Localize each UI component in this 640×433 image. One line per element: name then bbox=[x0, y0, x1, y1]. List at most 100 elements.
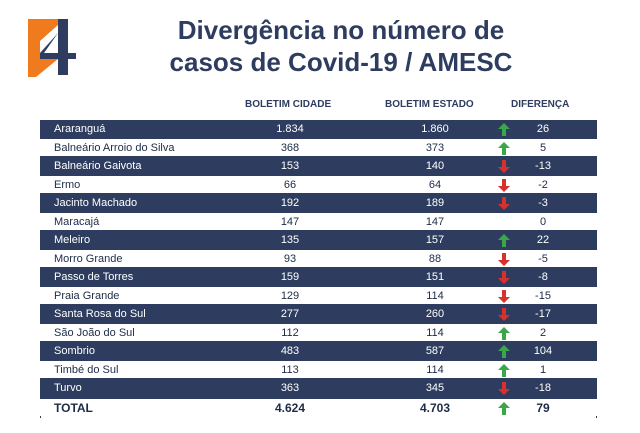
municipality-name: Balneário Arroio do Silva bbox=[54, 141, 175, 154]
arrow-down-icon bbox=[498, 197, 510, 210]
municipality-name: Praia Grande bbox=[54, 289, 120, 302]
diferenca-value: -15 bbox=[535, 289, 551, 302]
boletim-estado-value: 587 bbox=[425, 345, 445, 357]
header-diferenca: DIFERENÇA bbox=[511, 99, 570, 110]
boletim-cidade-value: 159 bbox=[280, 271, 300, 283]
municipality-name: Araranguá bbox=[54, 123, 106, 135]
table-row: Balneário Arroio do Silva 368 373 5 bbox=[40, 138, 597, 157]
diferenca-value: 2 bbox=[539, 326, 547, 339]
title-line-2: casos de Covid-19 / AMESC bbox=[169, 47, 513, 77]
table-row: Passo de Torres 159 151 -8 bbox=[40, 268, 597, 287]
table-row: Praia Grande 129 114 -15 bbox=[40, 286, 597, 305]
boletim-estado-value: 64 bbox=[428, 178, 442, 191]
boletim-cidade-value: 153 bbox=[280, 160, 300, 172]
municipality-name: Balneário Gaivota bbox=[54, 160, 142, 172]
boletim-cidade-value: 147 bbox=[280, 215, 300, 228]
boletim-estado-value: 1.860 bbox=[421, 123, 449, 135]
municipality-name: Santa Rosa do Sul bbox=[54, 308, 146, 320]
boletim-estado-value: 260 bbox=[425, 308, 445, 320]
brand-logo bbox=[28, 19, 80, 77]
boletim-cidade-value: 4.624 bbox=[274, 400, 306, 415]
arrow-up-icon bbox=[498, 326, 510, 340]
arrow-up-icon bbox=[498, 123, 510, 136]
diferenca-value: 79 bbox=[536, 400, 550, 415]
diferenca-value: 26 bbox=[536, 123, 550, 135]
diferenca-value: 22 bbox=[536, 234, 550, 246]
table-row: Santa Rosa do Sul 277 260 -17 bbox=[40, 305, 597, 324]
municipality-name: Jacinto Machado bbox=[54, 197, 138, 209]
municipality-name: Ermo bbox=[54, 178, 81, 191]
arrow-up-icon bbox=[498, 401, 510, 415]
arrow-down-icon bbox=[498, 382, 510, 395]
arrow-down-icon bbox=[498, 271, 510, 284]
boletim-estado-value: 140 bbox=[425, 160, 445, 172]
arrow-down-icon bbox=[498, 252, 510, 266]
table-row: Sombrio 483 587 104 bbox=[40, 342, 597, 361]
diferenca-value: -13 bbox=[535, 160, 551, 172]
table-row: Balneário Gaivota 153 140 -13 bbox=[40, 157, 597, 176]
municipality-name: Sombrio bbox=[54, 345, 95, 357]
column-headers: BOLETIM CIDADE BOLETIM ESTADO DIFERENÇA bbox=[0, 99, 640, 113]
diferenca-value: -18 bbox=[535, 382, 551, 394]
table-row: São João do Sul 112 114 2 bbox=[40, 323, 597, 342]
boletim-estado-value: 373 bbox=[425, 141, 445, 154]
boletim-estado-value: 345 bbox=[425, 382, 445, 394]
municipality-name: São João do Sul bbox=[54, 326, 135, 339]
boletim-cidade-value: 277 bbox=[280, 308, 300, 320]
diferenca-value: 1 bbox=[539, 363, 547, 376]
boletim-estado-value: 4.703 bbox=[419, 400, 451, 415]
municipality-name: TOTAL bbox=[54, 400, 93, 415]
boletim-estado-value: 151 bbox=[425, 271, 445, 283]
diferenca-value: -17 bbox=[535, 308, 551, 320]
municipality-name: Meleiro bbox=[54, 234, 91, 246]
municipality-name: Timbé do Sul bbox=[54, 363, 119, 376]
boletim-estado-value: 114 bbox=[426, 363, 444, 376]
boletim-estado-value: 114 bbox=[426, 289, 444, 302]
boletim-cidade-value: 135 bbox=[280, 234, 300, 246]
arrow-down-icon bbox=[498, 308, 510, 321]
boletim-cidade-value: 113 bbox=[281, 363, 299, 376]
header-boletim-cidade: BOLETIM CIDADE bbox=[245, 99, 332, 110]
municipality-name: Turvo bbox=[54, 382, 82, 394]
municipality-name: Maracajá bbox=[54, 215, 100, 228]
boletim-cidade-value: 66 bbox=[283, 178, 297, 191]
boletim-cidade-value: 1.834 bbox=[276, 123, 304, 135]
table-row: Ermo 66 64 -2 bbox=[40, 175, 597, 194]
header-boletim-estado: BOLETIM ESTADO bbox=[385, 99, 474, 110]
title-line-1: Divergência no número de bbox=[177, 15, 505, 45]
diferenca-value: -8 bbox=[538, 271, 548, 283]
arrow-up-icon bbox=[498, 363, 510, 377]
boletim-estado-value: 147 bbox=[425, 215, 445, 228]
boletim-cidade-value: 112 bbox=[281, 326, 299, 339]
table-row: Araranguá 1.834 1.860 26 bbox=[40, 120, 597, 139]
diferenca-value: 104 bbox=[533, 345, 553, 357]
boletim-estado-value: 114 bbox=[426, 326, 444, 339]
table-row: Jacinto Machado 192 189 -3 bbox=[40, 194, 597, 213]
diferenca-value: -3 bbox=[538, 197, 548, 209]
table-row: Maracajá 147 147 0 bbox=[40, 212, 597, 231]
arrow-up-icon bbox=[498, 141, 510, 155]
boletim-cidade-value: 483 bbox=[280, 345, 300, 357]
table-row: TOTAL 4.624 4.703 79 bbox=[40, 397, 597, 416]
boletim-estado-value: 157 bbox=[425, 234, 445, 246]
arrow-down-icon bbox=[498, 289, 510, 303]
boletim-cidade-value: 129 bbox=[280, 289, 300, 302]
arrow-down-icon bbox=[498, 178, 510, 192]
diferenca-value: 0 bbox=[539, 215, 547, 228]
boletim-cidade-value: 93 bbox=[283, 252, 297, 265]
table-row: Morro Grande 93 88 -5 bbox=[40, 249, 597, 268]
arrow-down-icon bbox=[498, 160, 510, 173]
no-change-icon bbox=[498, 216, 510, 229]
table-row: Timbé do Sul 113 114 1 bbox=[40, 360, 597, 379]
diferenca-value: 5 bbox=[539, 141, 547, 154]
diferenca-value: -5 bbox=[538, 252, 548, 265]
table-row: Meleiro 135 157 22 bbox=[40, 231, 597, 250]
diferenca-value: -2 bbox=[538, 178, 548, 191]
arrow-up-icon bbox=[498, 234, 510, 247]
boletim-estado-value: 88 bbox=[428, 252, 442, 265]
arrow-up-icon bbox=[498, 345, 510, 358]
boletim-cidade-value: 192 bbox=[280, 197, 300, 209]
table-row: Turvo 363 345 -18 bbox=[40, 379, 597, 398]
boletim-estado-value: 189 bbox=[425, 197, 445, 209]
cases-table: Araranguá 1.834 1.860 26 Balneário Arroio do… bbox=[40, 120, 597, 418]
